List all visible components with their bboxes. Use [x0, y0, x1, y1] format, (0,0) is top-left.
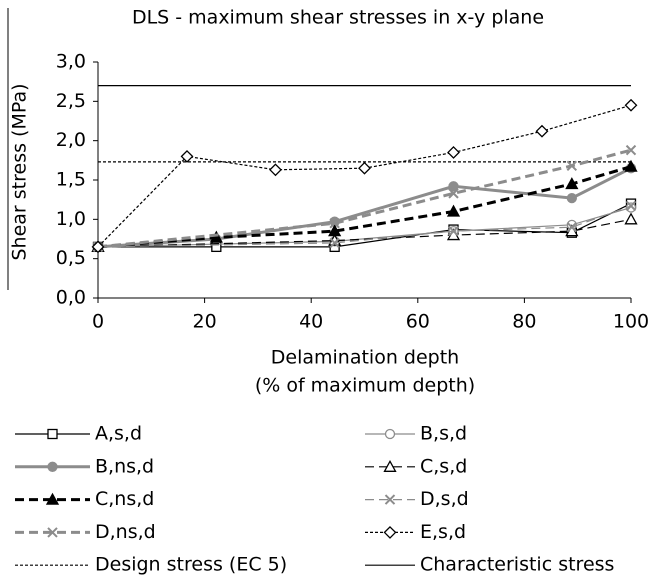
legend-label: Characteristic stress — [420, 554, 614, 576]
y-tick-label: 2,0 — [56, 129, 86, 151]
y-tick-label: 1,0 — [56, 208, 86, 230]
legend-label: D,s,d — [420, 488, 469, 510]
legend-label: B,ns,d — [95, 455, 154, 477]
marker — [625, 200, 637, 212]
marker — [566, 192, 577, 204]
marker — [535, 124, 549, 138]
marker — [269, 163, 282, 177]
x-tick-label: 20 — [193, 311, 217, 333]
legend-label: B,s,d — [420, 423, 467, 445]
marker — [209, 230, 223, 243]
x-axis-label: Delamination depth — [271, 347, 459, 369]
series-line — [97, 165, 632, 249]
marker — [624, 159, 638, 172]
marker — [180, 149, 194, 163]
legend-label: E,s,d — [420, 521, 466, 543]
marker — [566, 160, 578, 172]
x-tick-label: 60 — [406, 311, 430, 333]
x-tick-label: 80 — [512, 311, 536, 333]
legend-label: Design stress (EC 5) — [95, 554, 287, 576]
legend-label: D,ns,d — [95, 521, 156, 543]
marker — [625, 144, 637, 156]
marker — [383, 525, 397, 539]
marker — [47, 428, 58, 440]
x-tick-label: 0 — [92, 311, 104, 333]
marker — [383, 459, 397, 472]
marker — [566, 221, 578, 233]
marker — [447, 146, 460, 159]
y-tick-label: 2,5 — [56, 90, 86, 112]
marker — [45, 492, 60, 505]
legend-label: C,s,d — [420, 455, 467, 477]
marker — [448, 181, 459, 192]
marker — [624, 98, 638, 112]
marker — [47, 527, 58, 538]
y-axis-label: Shear stress (MPa) — [9, 83, 31, 260]
chart-title: DLS - maximum shear stresses in x-y plan… — [132, 7, 544, 29]
y-tick-label: 0,5 — [56, 247, 86, 269]
marker — [358, 161, 371, 175]
marker — [329, 218, 340, 229]
series-line — [97, 148, 632, 249]
marker — [624, 212, 638, 225]
marker — [384, 428, 396, 440]
marker — [565, 177, 579, 190]
series-line — [97, 166, 632, 249]
marker — [47, 461, 58, 472]
marker — [91, 240, 105, 254]
x-tick-label: 100 — [613, 311, 649, 333]
y-tick-label: 3,0 — [56, 51, 86, 73]
y-tick-label: 0,0 — [56, 287, 86, 309]
legend-label: C,ns,d — [95, 488, 154, 510]
marker — [329, 237, 340, 249]
marker — [384, 494, 396, 505]
marker — [446, 204, 461, 217]
x-axis-label: (% of maximum depth) — [255, 375, 475, 397]
marker — [448, 225, 459, 237]
legend-label: A,s,d — [95, 423, 142, 445]
marker — [448, 188, 459, 199]
y-tick-label: 1,5 — [56, 169, 86, 191]
x-tick-label: 40 — [299, 311, 323, 333]
marker — [328, 224, 342, 237]
